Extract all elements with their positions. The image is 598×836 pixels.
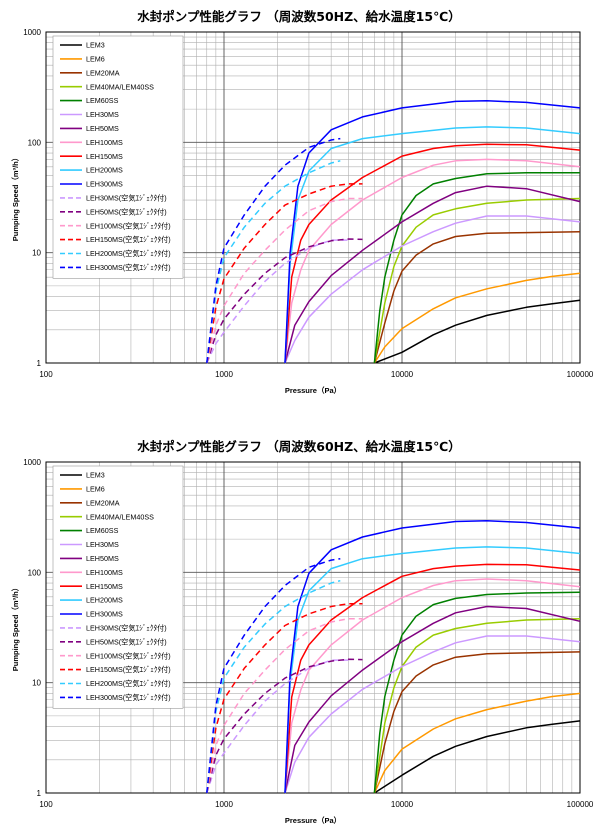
legend-label: LEH200MS(空気ｴｼﾞｪｸﾀ付) bbox=[86, 249, 171, 258]
y-tick-label: 1000 bbox=[23, 458, 41, 467]
series-line-leh150ms-ejector bbox=[206, 183, 363, 364]
y-tick-label: 100 bbox=[28, 138, 42, 147]
y-tick-label: 1000 bbox=[23, 28, 41, 37]
legend-label: LEH100MS bbox=[86, 138, 123, 147]
plot-frame bbox=[45, 31, 581, 364]
series-line-lem3 bbox=[374, 299, 581, 364]
series-lines bbox=[206, 520, 581, 794]
legend-label: LEH200MS bbox=[86, 596, 123, 605]
series-line-leh150ms bbox=[284, 563, 581, 794]
series-line-leh300ms bbox=[284, 100, 581, 364]
legend-label: LEH200MS(空気ｴｼﾞｪｸﾀ付) bbox=[86, 679, 171, 688]
legend-label: LEH200MS bbox=[86, 166, 123, 175]
y-axis-label: Pumping Speed（m³/h） bbox=[10, 584, 20, 672]
x-tick-label: 100000 bbox=[567, 800, 594, 809]
series-line-lem20ma bbox=[373, 230, 581, 364]
series-lines bbox=[206, 100, 581, 364]
series-line-leh50ms bbox=[284, 605, 581, 794]
series-line-leh300ms-ejector bbox=[206, 137, 341, 364]
series-line-leh50ms-ejector bbox=[206, 238, 363, 364]
legend-label: LEM40MA/LEM40SS bbox=[86, 512, 154, 521]
chart-title-50hz: 水封ポンプ性能グラフ （周波数50HZ、給水温度15℃） bbox=[137, 9, 461, 24]
x-axis-label: Pressure（Pa） bbox=[285, 385, 341, 395]
series-line-lem40ma-lem40ss bbox=[373, 617, 581, 794]
legend-label: LEM3 bbox=[86, 41, 105, 50]
series-line-leh200ms-ejector bbox=[206, 579, 341, 794]
series-line-leh30ms bbox=[284, 215, 581, 364]
chart-60hz: 100 1000 10000 100000 1 10 100 1000 Pressure（Pa）… bbox=[10, 458, 594, 825]
x-tick-label: 100 bbox=[39, 370, 53, 379]
legend-label: LEH150MS bbox=[86, 582, 123, 591]
x-tick-label: 100000 bbox=[567, 370, 594, 379]
y-tick-label: 10 bbox=[32, 249, 41, 258]
series-line-lem3 bbox=[373, 720, 581, 794]
legend-label: LEH30MS bbox=[86, 540, 119, 549]
y-axis-label: Pumping Speed（m³/h） bbox=[10, 154, 20, 242]
legend-label: LEH50MS bbox=[86, 124, 119, 133]
series-line-leh150ms bbox=[284, 143, 581, 364]
legend-label: LEM6 bbox=[86, 55, 105, 64]
series-line-lem60ss bbox=[373, 172, 580, 364]
legend-label: LEH100MS(空気ｴｼﾞｪｸﾀ付) bbox=[86, 651, 171, 660]
legend-box bbox=[52, 465, 184, 709]
legend-label: LEH100MS bbox=[86, 568, 123, 577]
x-axis-label: Pressure（Pa） bbox=[285, 815, 341, 825]
legend-label: LEH30MS bbox=[86, 110, 119, 119]
legend-label: LEH300MS(空気ｴｼﾞｪｸﾀ付) bbox=[86, 263, 171, 272]
y-tick-label: 1 bbox=[37, 359, 42, 368]
series-line-leh300ms bbox=[284, 520, 581, 794]
legend-label: LEH150MS(空気ｴｼﾞｪｸﾀ付) bbox=[86, 665, 171, 674]
legend-label: LEH30MS(空気ｴｼﾞｪｸﾀ付) bbox=[86, 194, 167, 203]
legend-label: LEM20MA bbox=[86, 68, 120, 77]
x-tick-label: 1000 bbox=[215, 370, 233, 379]
legend-label: LEH100MS(空気ｴｼﾞｪｸﾀ付) bbox=[86, 221, 171, 230]
legend-label: LEH150MS(空気ｴｼﾞｪｸﾀ付) bbox=[86, 235, 171, 244]
legend-label: LEM60SS bbox=[86, 526, 119, 535]
y-tick-label: 10 bbox=[32, 679, 41, 688]
series-line-leh50ms-ejector bbox=[206, 658, 363, 794]
series-line-leh50ms bbox=[284, 185, 581, 364]
x-tick-label: 100 bbox=[39, 800, 53, 809]
legend-label: LEH50MS(空気ｴｼﾞｪｸﾀ付) bbox=[86, 637, 167, 646]
legend-label: LEH300MS bbox=[86, 180, 123, 189]
legend-label: LEH30MS(空気ｴｼﾞｪｸﾀ付) bbox=[86, 624, 167, 633]
legend-label: LEM40MA/LEM40SS bbox=[86, 82, 154, 91]
x-tick-label: 10000 bbox=[391, 370, 414, 379]
legend-label: LEM6 bbox=[86, 485, 105, 494]
chart-title-60hz: 水封ポンプ性能グラフ （周波数60HZ、給水温度15℃） bbox=[137, 439, 461, 454]
series-line-leh200ms-ejector bbox=[206, 160, 341, 364]
legend-label: LEH300MS bbox=[86, 610, 123, 619]
x-tick-label: 1000 bbox=[215, 800, 233, 809]
series-line-lem6 bbox=[373, 692, 581, 794]
legend-label: LEH300MS(空気ｴｼﾞｪｸﾀ付) bbox=[86, 693, 171, 702]
legend-label: LEH50MS bbox=[86, 554, 119, 563]
series-line-lem20ma bbox=[373, 651, 581, 794]
series-line-leh100ms bbox=[284, 578, 581, 794]
legend-label: LEH150MS bbox=[86, 152, 123, 161]
series-line-lem60ss bbox=[373, 591, 581, 794]
legend-label: LEH50MS(空気ｴｼﾞｪｸﾀ付) bbox=[86, 207, 167, 216]
x-tick-label: 10000 bbox=[391, 800, 414, 809]
series-line-leh100ms bbox=[284, 158, 581, 364]
series-line-leh300ms-ejector bbox=[206, 557, 341, 794]
series-line-lem6 bbox=[373, 272, 581, 364]
y-tick-label: 100 bbox=[28, 568, 42, 577]
legend-label: LEM3 bbox=[86, 471, 105, 480]
plot-frame bbox=[45, 461, 581, 794]
legend: LEM3 LEM6 LEM20MA LEM40MA/LEM40SS LEM60SS LEH… bbox=[52, 35, 184, 279]
series-line-leh150ms-ejector bbox=[206, 602, 363, 794]
series-line-lem40ma-lem40ss bbox=[373, 197, 581, 364]
legend-box bbox=[52, 35, 184, 279]
series-line-leh100ms-ejector bbox=[206, 197, 363, 364]
chart-50hz: 100 1000 10000 100000 1 10 100 1000 Pressure（Pa）… bbox=[10, 28, 594, 395]
y-tick-label: 1 bbox=[37, 789, 42, 798]
legend-label: LEM60SS bbox=[86, 96, 119, 105]
legend-label: LEM20MA bbox=[86, 498, 120, 507]
series-line-leh100ms-ejector bbox=[206, 617, 363, 794]
legend: LEM3 LEM6 LEM20MA LEM40MA/LEM40SS LEM60SS LEH… bbox=[52, 465, 184, 709]
series-line-leh30ms bbox=[284, 635, 581, 794]
